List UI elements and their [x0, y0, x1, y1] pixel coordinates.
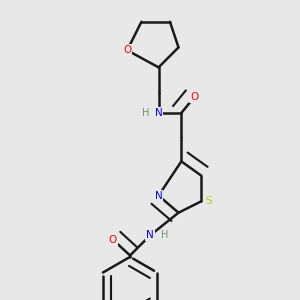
Text: N: N — [155, 108, 162, 118]
Text: H: H — [160, 230, 168, 241]
Text: O: O — [109, 235, 117, 245]
Text: N: N — [146, 230, 154, 241]
Text: N: N — [155, 190, 162, 201]
Text: O: O — [123, 45, 131, 55]
Text: S: S — [205, 196, 212, 206]
Text: O: O — [190, 92, 198, 102]
Text: H: H — [142, 108, 149, 118]
